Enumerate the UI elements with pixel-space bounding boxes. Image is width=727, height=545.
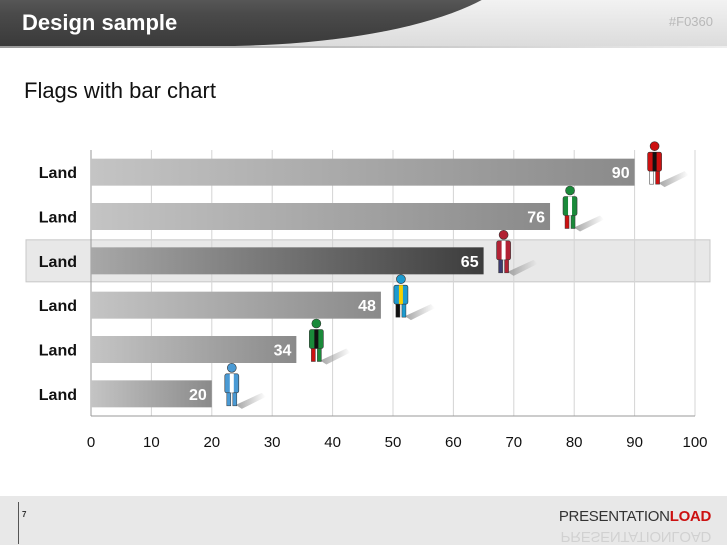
marker-head bbox=[498, 230, 509, 240]
bar bbox=[91, 380, 212, 408]
marker-leg bbox=[395, 303, 401, 318]
marker-stripe bbox=[398, 285, 403, 305]
marker-shadow bbox=[574, 215, 605, 232]
brand-logo-part1: PRESENTATION bbox=[558, 508, 670, 525]
brand-logo-reflection: PRESENTATIONLOAD bbox=[560, 528, 711, 545]
bar bbox=[91, 203, 551, 230]
marker-stripe bbox=[652, 152, 657, 172]
x-tick-label: 60 bbox=[445, 434, 462, 451]
marker-head bbox=[565, 185, 575, 196]
marker-stripe bbox=[568, 196, 573, 216]
marker-shadow bbox=[658, 171, 689, 188]
marker-shadow bbox=[507, 259, 538, 276]
marker-leg bbox=[232, 392, 238, 407]
marker-leg bbox=[317, 348, 322, 362]
x-tick-label: 40 bbox=[324, 434, 341, 451]
footer-bar bbox=[0, 496, 727, 545]
marker-leg bbox=[655, 170, 660, 185]
marker-head bbox=[311, 318, 322, 329]
marker-head bbox=[396, 274, 406, 284]
marker-leg bbox=[570, 215, 576, 229]
bar-value-label: 65 bbox=[461, 254, 479, 271]
marker-stripe bbox=[314, 329, 319, 349]
header-divider bbox=[0, 46, 727, 48]
person-flag-mexico-icon bbox=[562, 185, 605, 232]
person-flag-usa-icon bbox=[496, 230, 538, 276]
marker-stripe bbox=[229, 373, 234, 393]
page-title: Design sample bbox=[22, 10, 178, 35]
template-code: #F0360 bbox=[668, 14, 713, 29]
marker-leg bbox=[226, 392, 232, 407]
slide-subtitle: Flags with bar chart bbox=[24, 78, 216, 103]
person-flag-stkitts-icon bbox=[309, 318, 351, 365]
bar-value-label: 48 bbox=[358, 298, 376, 315]
x-tick-label: 0 bbox=[87, 434, 95, 451]
footer-divider bbox=[18, 502, 19, 544]
bar bbox=[91, 336, 297, 363]
bar-value-label: 76 bbox=[527, 210, 545, 227]
bar bbox=[91, 158, 635, 186]
marker-leg bbox=[401, 303, 407, 318]
category-label: Land bbox=[39, 254, 77, 271]
bar-value-label: 90 bbox=[612, 165, 630, 182]
category-label: Land bbox=[39, 210, 77, 227]
header-bar: Design sample #F0360 bbox=[0, 0, 727, 46]
x-tick-label: 80 bbox=[566, 434, 583, 451]
bar bbox=[91, 247, 484, 275]
bar-value-label: 20 bbox=[189, 387, 207, 404]
person-flag-bahamas-icon bbox=[393, 274, 435, 321]
category-label: Land bbox=[39, 298, 77, 315]
bar-value-label: 34 bbox=[274, 343, 292, 360]
marker-shadow bbox=[320, 348, 351, 365]
x-tick-label: 20 bbox=[203, 434, 220, 451]
x-tick-label: 100 bbox=[682, 434, 707, 451]
marker-leg bbox=[649, 170, 654, 185]
person-flag-trinidad-icon bbox=[647, 141, 689, 188]
x-tick-label: 10 bbox=[143, 434, 160, 451]
category-label: Land bbox=[39, 343, 77, 360]
category-label: Land bbox=[39, 165, 77, 182]
marker-leg bbox=[311, 348, 316, 362]
marker-head bbox=[227, 363, 237, 373]
bar bbox=[91, 291, 381, 319]
marker-shadow bbox=[235, 392, 266, 409]
category-label: Land bbox=[39, 387, 77, 404]
x-tick-label: 90 bbox=[626, 434, 643, 451]
person-flag-guatemala-icon bbox=[224, 363, 266, 409]
x-tick-label: 50 bbox=[385, 434, 402, 451]
page-number: 7 bbox=[22, 510, 27, 519]
marker-leg bbox=[504, 259, 509, 274]
brand-logo-part2: LOAD bbox=[669, 508, 712, 525]
brand-logo: PRESENTATIONLOAD bbox=[559, 508, 711, 525]
marker-leg bbox=[564, 215, 570, 229]
marker-head bbox=[649, 141, 660, 151]
marker-stripe bbox=[501, 240, 506, 260]
x-tick-label: 70 bbox=[505, 434, 522, 451]
marker-shadow bbox=[404, 304, 435, 321]
marker-leg bbox=[498, 259, 503, 274]
x-tick-label: 30 bbox=[264, 434, 281, 451]
